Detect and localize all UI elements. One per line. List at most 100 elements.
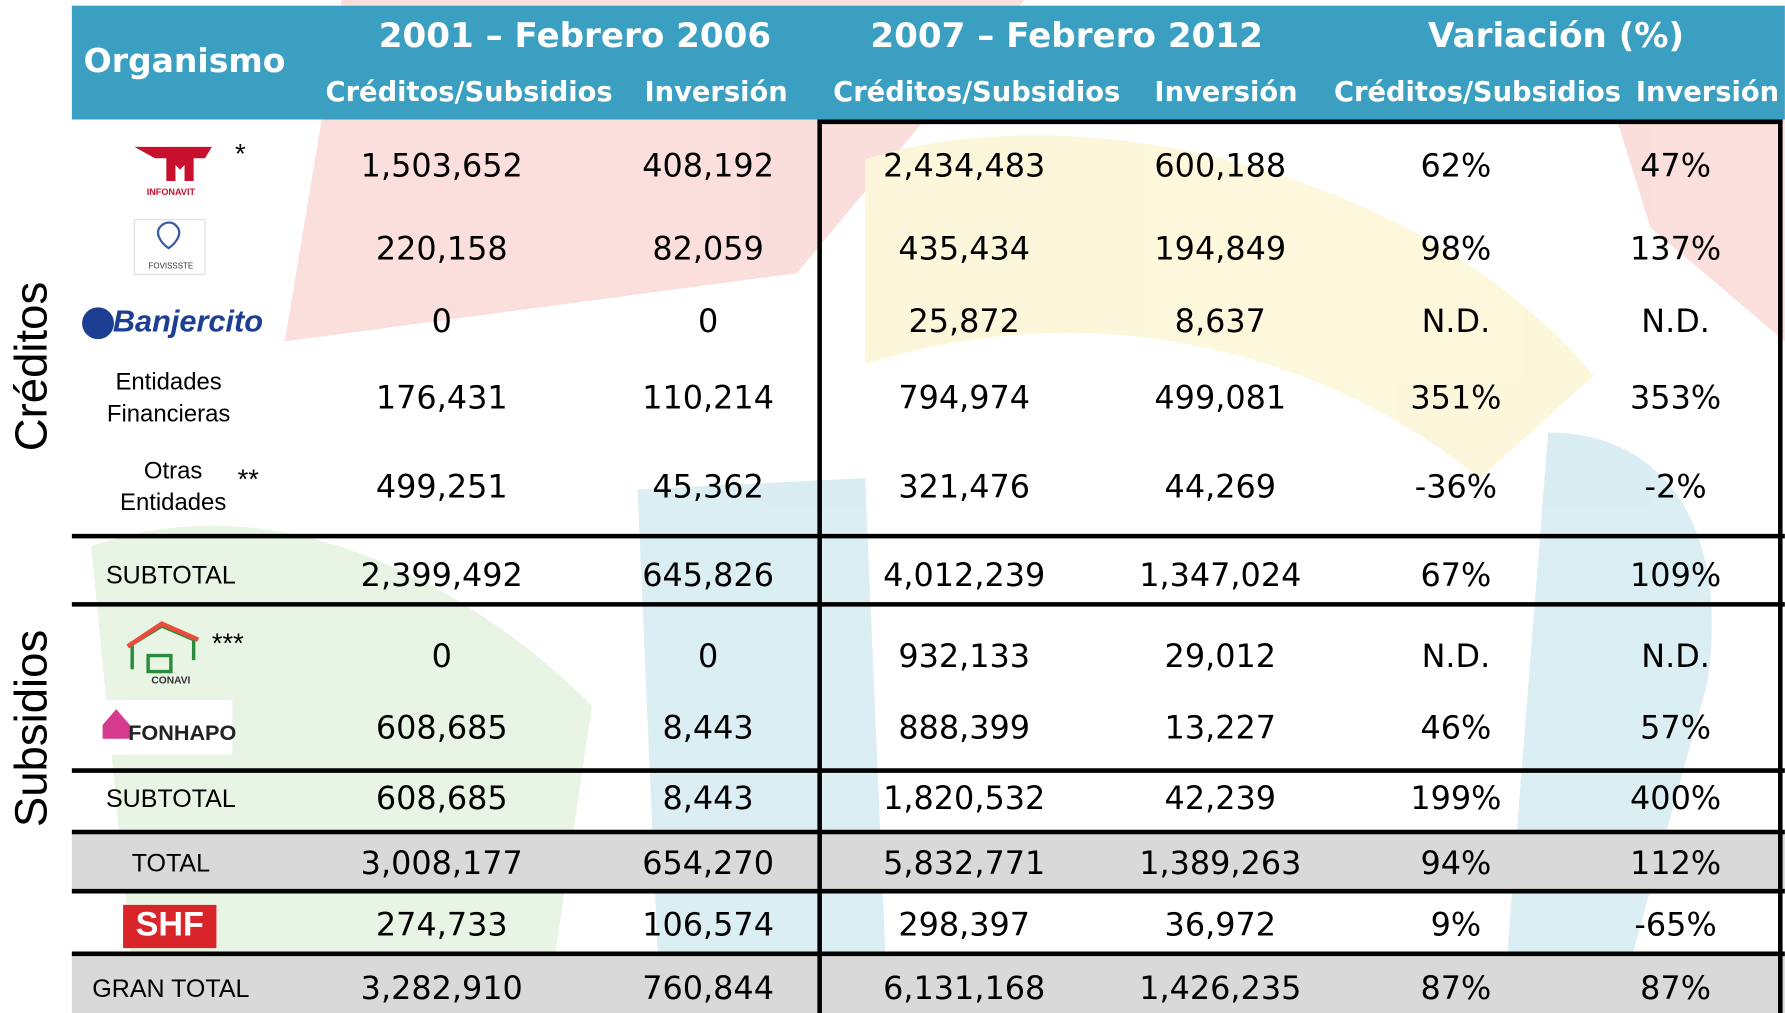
row-label: SUBTOTAL bbox=[106, 785, 236, 813]
table-cell: N.D. bbox=[1641, 637, 1710, 675]
row-note: ** bbox=[238, 464, 260, 495]
logo-icon bbox=[82, 307, 114, 340]
row-label: Entidades Financieras bbox=[107, 369, 231, 428]
table-cell: 199% bbox=[1410, 779, 1501, 817]
table-cell: 608,685 bbox=[376, 779, 508, 817]
table-cell: 109% bbox=[1630, 556, 1721, 594]
logo-box bbox=[133, 219, 206, 275]
table-cell: 1,389,263 bbox=[1139, 844, 1301, 882]
table-cell: 46% bbox=[1421, 709, 1492, 747]
table-cell: 4,012,239 bbox=[883, 556, 1045, 594]
table-cell: 9% bbox=[1431, 905, 1482, 943]
table-cell: 645,826 bbox=[642, 556, 774, 594]
table-cell: 36,972 bbox=[1165, 905, 1276, 943]
table-cell: 888,399 bbox=[898, 709, 1030, 747]
table-cell: 8,443 bbox=[663, 709, 754, 747]
table-cell: -65% bbox=[1634, 905, 1716, 943]
row-label-line: Otras bbox=[144, 458, 202, 485]
table-cell: N.D. bbox=[1641, 302, 1710, 340]
table-cell: 760,844 bbox=[642, 969, 774, 1007]
row-label-line: Entidades bbox=[115, 369, 221, 396]
table-cell: 137% bbox=[1630, 229, 1721, 267]
table-cell: 5,832,771 bbox=[883, 844, 1045, 882]
logo-roof bbox=[126, 621, 200, 649]
table-cell: N.D. bbox=[1422, 302, 1491, 340]
row-label-line: Entidades bbox=[120, 490, 226, 517]
table-cell: 1,503,652 bbox=[361, 146, 523, 184]
table-cell: 44,269 bbox=[1165, 467, 1276, 505]
logo-house bbox=[102, 709, 130, 739]
table-cell: 2,434,483 bbox=[883, 146, 1045, 184]
table-cell: 220,158 bbox=[376, 229, 508, 267]
table-cell: 1,820,532 bbox=[883, 779, 1045, 817]
header-organismo: Organismo bbox=[84, 41, 286, 80]
table-cell: 499,081 bbox=[1154, 379, 1286, 417]
table-cell: N.D. bbox=[1422, 637, 1491, 675]
table-cell: 8,443 bbox=[663, 779, 754, 817]
table-cell: 98% bbox=[1421, 229, 1492, 267]
table-cell: -2% bbox=[1645, 467, 1707, 505]
row-label-line: Financieras bbox=[107, 401, 231, 428]
table-cell: 8,637 bbox=[1175, 302, 1266, 340]
table-cell: 87% bbox=[1640, 969, 1711, 1007]
logo-box bbox=[123, 904, 217, 949]
table-cell: 1,347,024 bbox=[1139, 556, 1301, 594]
table-cell: 67% bbox=[1421, 556, 1492, 594]
row-label: FONHAPO bbox=[128, 720, 236, 745]
logo-icon bbox=[134, 146, 212, 181]
sub-header: Inversión bbox=[1636, 77, 1779, 108]
table-cell: 600,188 bbox=[1154, 146, 1286, 184]
table-cell: 2,399,492 bbox=[361, 556, 523, 594]
table-cell: 3,282,910 bbox=[361, 969, 523, 1007]
table-cell: 62% bbox=[1421, 146, 1492, 184]
period-header: 2001 – Febrero 2006 bbox=[379, 16, 771, 56]
row-label: TOTAL bbox=[132, 850, 210, 878]
table-cell: 87% bbox=[1421, 969, 1492, 1007]
table-cell: 1,426,235 bbox=[1139, 969, 1301, 1007]
sub-header: Créditos/Subsidios bbox=[833, 77, 1120, 108]
table-cell: 0 bbox=[432, 637, 452, 675]
table-cell: 408,192 bbox=[642, 146, 774, 184]
table-cell: 194,849 bbox=[1154, 229, 1286, 267]
table-cell: 0 bbox=[432, 302, 452, 340]
sub-header: Inversión bbox=[645, 77, 788, 108]
table-cell: 298,397 bbox=[898, 905, 1030, 943]
side-label: Créditos bbox=[5, 282, 56, 451]
table-cell: 400% bbox=[1630, 779, 1721, 817]
row-label: CONAVI bbox=[151, 675, 190, 686]
table-cell: 13,227 bbox=[1165, 709, 1276, 747]
header-band bbox=[71, 5, 1785, 120]
sub-header: Inversión bbox=[1154, 77, 1297, 108]
period-header: Variación (%) bbox=[1428, 16, 1684, 56]
table-cell: 0 bbox=[698, 302, 718, 340]
table-cell: 82,059 bbox=[652, 229, 763, 267]
logo-icon bbox=[156, 221, 181, 250]
table-cell: 435,434 bbox=[898, 229, 1030, 267]
table-rules bbox=[71, 119, 1785, 1013]
table-cell: 321,476 bbox=[898, 467, 1030, 505]
table-cell: 3,008,177 bbox=[361, 844, 523, 882]
table-cell: 6,131,168 bbox=[883, 969, 1045, 1007]
table-cell: 110,214 bbox=[642, 379, 774, 417]
table-cell: 45,362 bbox=[652, 467, 763, 505]
table-cell: 353% bbox=[1630, 379, 1721, 417]
table-cell: 176,431 bbox=[376, 379, 508, 417]
table-cell: 47% bbox=[1640, 146, 1711, 184]
table-cell: 94% bbox=[1421, 844, 1492, 882]
table-cell: -36% bbox=[1415, 467, 1497, 505]
table-cell: 0 bbox=[698, 637, 718, 675]
table-cell: 608,685 bbox=[376, 709, 508, 747]
row-label: GRAN TOTAL bbox=[92, 975, 249, 1003]
total-row-bg bbox=[71, 832, 1785, 892]
table-cell: 106,574 bbox=[642, 905, 774, 943]
row-label: INFONAVIT bbox=[147, 187, 196, 197]
sub-header: Créditos/Subsidios bbox=[1334, 77, 1621, 108]
row-label: SHF bbox=[136, 906, 204, 944]
table-cell: 499,251 bbox=[376, 467, 508, 505]
table-cell: 57% bbox=[1640, 709, 1711, 747]
row-label: FOVISSSTE bbox=[149, 261, 194, 270]
side-label: Subsidios bbox=[5, 630, 56, 827]
table-cell: 29,012 bbox=[1165, 637, 1276, 675]
row-note: * bbox=[235, 138, 246, 169]
table-cell: 112% bbox=[1630, 844, 1721, 882]
